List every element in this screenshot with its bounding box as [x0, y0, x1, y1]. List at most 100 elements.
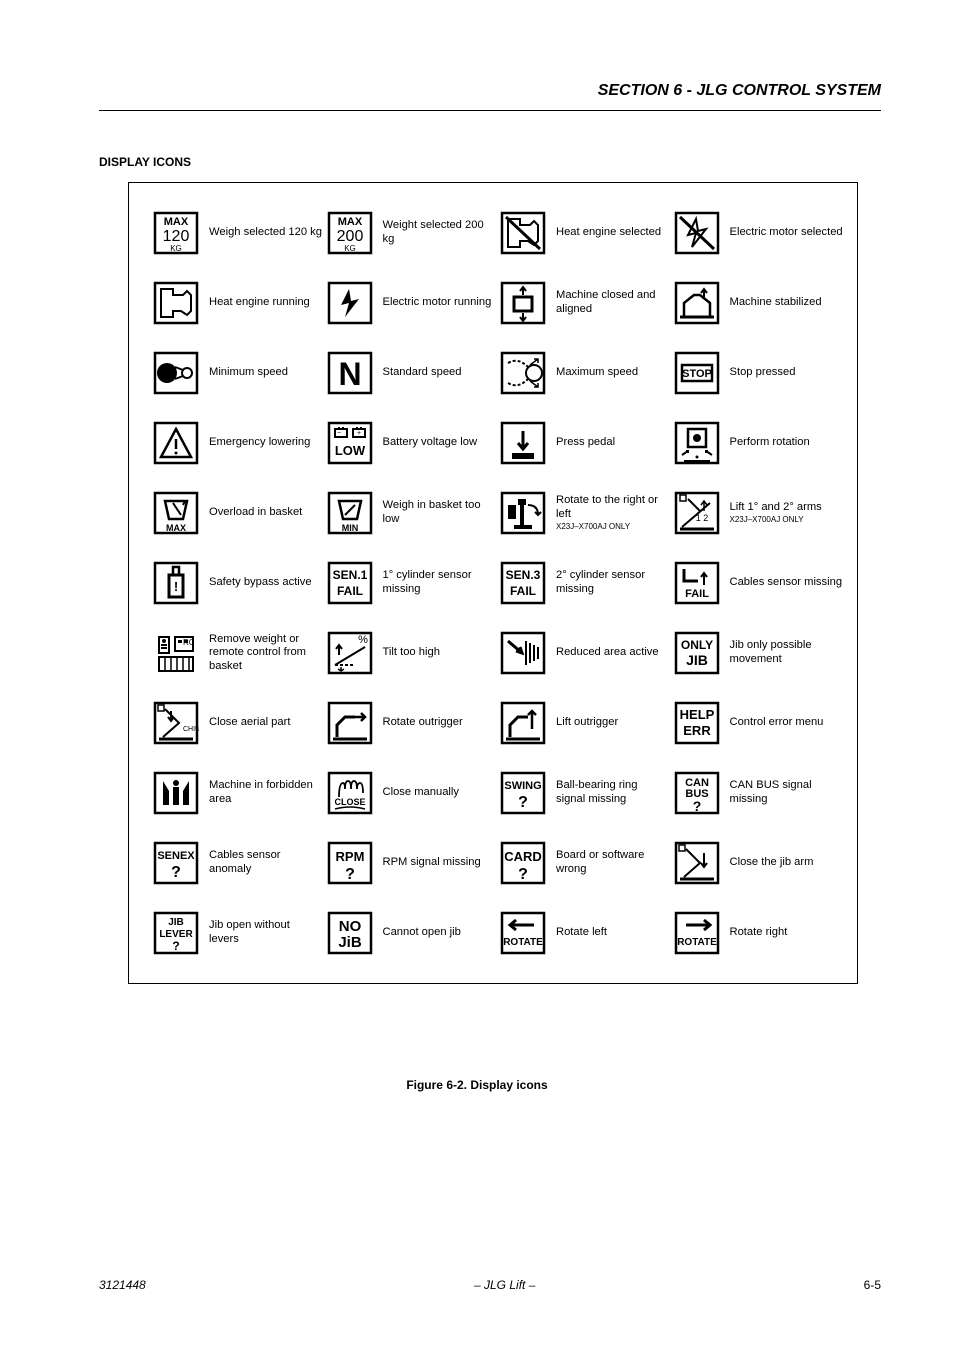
icon-cell: Machine closed and aligned [500, 281, 670, 325]
engine_sel-icon [500, 211, 546, 255]
icon-label: Machine stabilized [730, 296, 822, 310]
icon-label: Rotate outrigger [383, 716, 463, 730]
min_speed-icon [153, 351, 199, 395]
max200-icon [327, 211, 373, 255]
icon-cell: Close manually [327, 771, 497, 815]
rot_right-icon [674, 911, 720, 955]
icon-label: Jib only possible movement [730, 639, 844, 666]
close_aerial-icon [153, 701, 199, 745]
icon-label: Press pedal [556, 436, 615, 450]
senex-icon [153, 841, 199, 885]
icon-label: Battery voltage low [383, 436, 478, 450]
rotate_rl-icon [500, 491, 546, 535]
swing_q-icon [500, 771, 546, 815]
icon-cell: Cannot open jib [327, 911, 497, 955]
figure-caption: Figure 6-2. Display icons [0, 1078, 954, 1092]
icon-label: Cannot open jib [383, 926, 461, 940]
std_speed-icon [327, 351, 373, 395]
icon-cell: Rotate left [500, 911, 670, 955]
icon-label: Machine closed and aligned [556, 289, 670, 316]
icon-label: Reduced area active [556, 646, 659, 660]
icon-label: Rotate left [556, 926, 607, 940]
icon-cell: Reduced area active [500, 631, 670, 675]
icon-cell: Close aerial part [153, 701, 323, 745]
cable_fail-icon [674, 561, 720, 605]
icon-label: Stop pressed [730, 366, 796, 380]
icon-cell: RPM signal missing [327, 841, 497, 885]
only_jib-icon [674, 631, 720, 675]
icon-label: Rotate to the right or leftX23J–X700AJ O… [556, 494, 670, 531]
icon-label: 2° cylinder sensor missing [556, 569, 670, 596]
close_manual-icon [327, 771, 373, 815]
tilt-icon [327, 631, 373, 675]
batt_low-icon [327, 421, 373, 465]
icon-sublabel: X23J–X700AJ ONLY [556, 522, 670, 532]
icon-cell: 1° cylinder sensor missing [327, 561, 497, 605]
icon-cell: Weight selected 200 kg [327, 211, 497, 255]
icon-cell: Lift 1° and 2° armsX23J–X700AJ ONLY [674, 491, 844, 535]
header-rule [99, 110, 881, 111]
motor_sel-icon [674, 211, 720, 255]
icon-cell: Heat engine running [153, 281, 323, 325]
icon-label: Perform rotation [730, 436, 810, 450]
icon-cell: 2° cylinder sensor missing [500, 561, 670, 605]
icon-label: Control error menu [730, 716, 824, 730]
icon-cell: Stop pressed [674, 351, 844, 395]
perform_rot-icon [674, 421, 720, 465]
engine_run-icon [153, 281, 199, 325]
icon-label: Weigh selected 120 kg [209, 226, 322, 240]
icon-label: Lift 1° and 2° armsX23J–X700AJ ONLY [730, 501, 822, 524]
icon-cell: Safety bypass active [153, 561, 323, 605]
icon-label: RPM signal missing [383, 856, 481, 870]
icon-label: Electric motor running [383, 296, 492, 310]
icon-cell: Ball-bearing ring signal missing [500, 771, 670, 815]
icon-label: Standard speed [383, 366, 462, 380]
no_jib-icon [327, 911, 373, 955]
icon-cell: Rotate to the right or leftX23J–X700AJ O… [500, 491, 670, 535]
emergency-icon [153, 421, 199, 465]
icon-cell: Weigh in basket too low [327, 491, 497, 535]
rot_left-icon [500, 911, 546, 955]
icon-cell: CAN BUS signal missing [674, 771, 844, 815]
header-title: SECTION 6 - JLG CONTROL SYSTEM [99, 82, 881, 100]
sen3-icon [500, 561, 546, 605]
icon-label: Close aerial part [209, 716, 290, 730]
reduced-icon [500, 631, 546, 675]
icon-cell: Jib open without levers [153, 911, 323, 955]
icon-cell: Electric motor running [327, 281, 497, 325]
icon-panel: Weigh selected 120 kg Weight selected 200… [128, 182, 858, 984]
icon-label: Lift outrigger [556, 716, 618, 730]
icon-cell: Perform rotation [674, 421, 844, 465]
icon-cell: Lift outrigger [500, 701, 670, 745]
icon-cell: Tilt too high [327, 631, 497, 675]
rotate_out-icon [327, 701, 373, 745]
icon-label: Rotate right [730, 926, 788, 940]
icon-label: Electric motor selected [730, 226, 843, 240]
icon-label: Remove weight or remote control from bas… [209, 633, 323, 674]
closed_aligned-icon [500, 281, 546, 325]
icon-label: Safety bypass active [209, 576, 312, 590]
icon-label: Emergency lowering [209, 436, 310, 450]
jib_lever-icon [153, 911, 199, 955]
icon-label: CAN BUS signal missing [730, 779, 844, 806]
stop-icon [674, 351, 720, 395]
icon-label: Machine in forbidden area [209, 779, 323, 806]
icon-cell: Weigh selected 120 kg [153, 211, 323, 255]
overload-icon [153, 491, 199, 535]
icon-label: Close the jib arm [730, 856, 814, 870]
icon-label: Jib open without levers [209, 919, 323, 946]
icon-label: Cables sensor missing [730, 576, 843, 590]
section-title: DISPLAY ICONS [99, 155, 191, 169]
icon-cell: Maximum speed [500, 351, 670, 395]
icon-cell: Machine stabilized [674, 281, 844, 325]
icon-cell: Press pedal [500, 421, 670, 465]
icon-cell: Battery voltage low [327, 421, 497, 465]
icon-sublabel: X23J–X700AJ ONLY [730, 515, 822, 525]
footer-center: – JLG Lift – [474, 1278, 535, 1292]
max_speed-icon [500, 351, 546, 395]
icon-cell: Cables sensor anomaly [153, 841, 323, 885]
icon-cell: Control error menu [674, 701, 844, 745]
weigh_low-icon [327, 491, 373, 535]
icon-label: Ball-bearing ring signal missing [556, 779, 670, 806]
forbidden-icon [153, 771, 199, 815]
